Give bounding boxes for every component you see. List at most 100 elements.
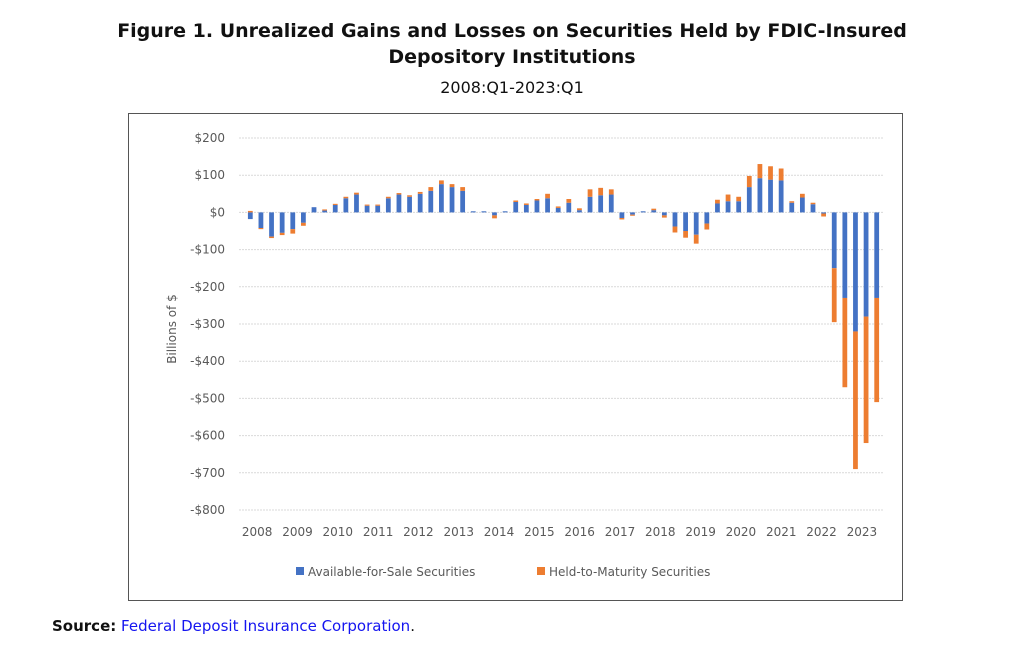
bar-afs [725,201,731,213]
x-tick-label: 2018 [645,525,676,539]
bar-afs [396,194,402,213]
x-tick-label: 2014 [484,525,515,539]
bar-afs [502,211,508,213]
bar-htm [545,193,550,199]
figure-title-line2: Depository Institutions [388,46,636,68]
bar-htm [407,195,412,197]
bar-afs [810,204,816,213]
x-tick-label: 2008 [242,525,273,539]
chart-frame: $200 $100 $0 -$100 -$200 -$300 -$400 -$500 -$600… [128,113,903,601]
bar-htm [863,316,869,444]
bar-htm [375,204,381,206]
bar-afs [799,197,805,213]
bar-afs [343,198,349,213]
stacked-bar-chart: $200 $100 $0 -$100 -$200 -$300 -$400 -$500 -$600… [165,131,884,579]
y-axis-label: Billions of $ [165,294,179,364]
source-label: Source: [52,617,117,635]
y-tick-label: -$200 [190,280,225,294]
y-tick-label: -$700 [190,466,225,480]
bar-afs [853,212,858,332]
bar-htm [778,168,784,181]
bar-afs [492,212,497,216]
legend-swatch-afs [296,567,304,575]
legend-swatch-htm [537,567,545,575]
y-tick-label: -$500 [190,391,225,405]
bar-afs [821,212,826,214]
bar-htm [332,203,338,205]
figure-title-line1: Figure 1. Unrealized Gains and Losses on… [117,20,907,42]
bar-htm [661,215,667,218]
y-tick-label: $100 [194,168,225,182]
bar-htm [555,206,561,208]
bar-afs [417,193,423,213]
x-tick-label: 2013 [443,525,474,539]
bar-afs [661,212,667,216]
bar-htm [768,166,773,180]
bar-afs [608,194,614,213]
bar-htm [693,234,699,244]
bar-afs [258,212,264,229]
figure-subtitle: 2008:Q1-2023:Q1 [440,78,584,97]
bar-afs [523,204,529,213]
bar-htm [608,189,614,195]
x-tick-label: 2020 [726,525,757,539]
bar-htm [523,203,529,205]
y-tick-label: -$300 [190,317,225,331]
bar-htm [853,331,858,470]
y-tick-label: -$800 [190,503,225,517]
bar-htm [577,208,582,211]
x-tick-label: 2011 [363,525,394,539]
bar-afs [640,211,646,213]
bar-afs [290,212,296,230]
bar-afs [863,212,869,317]
bar-htm [534,199,540,201]
bar-htm [651,208,657,211]
bar-htm [513,200,519,202]
bar-htm [439,180,444,185]
bar-afs [757,178,763,213]
legend-label-afs: Available-for-Sale Securities [308,565,475,579]
bar-afs [778,180,784,213]
x-tick-label: 2019 [685,525,716,539]
bar-htm [842,297,848,388]
bar-afs [428,190,434,213]
bar-htm [704,223,710,230]
bar-htm [683,231,688,238]
bar-afs [513,201,519,213]
source-link[interactable]: Federal Deposit Insurance Corporation [121,617,411,635]
bar-afs [439,184,444,213]
bar-afs [566,202,572,213]
bar-htm [630,214,635,216]
x-tick-label: 2009 [282,525,313,539]
y-tick-label: -$400 [190,354,225,368]
bar-htm [460,187,466,191]
x-tick-label: 2021 [766,525,797,539]
bar-htm [789,201,795,203]
bar-afs [704,212,710,224]
source-note: Source: Federal Deposit Insurance Corpor… [52,617,415,635]
x-tick-label: 2010 [323,525,354,539]
legend: Available-for-Sale Securities Held-to-Ma… [296,565,710,579]
bar-htm [672,226,678,233]
bar-htm [799,193,805,198]
bar-afs [842,212,848,298]
bar-htm [874,297,880,403]
y-tick-label: -$100 [190,243,225,257]
bar-afs [449,187,455,213]
bar-afs [247,212,253,220]
bar-afs [545,198,550,213]
legend-label-htm: Held-to-Maturity Securities [549,565,710,579]
bar-htm [821,213,826,217]
bars [247,164,880,470]
bar-afs [630,212,635,215]
bar-htm [831,268,837,323]
bar-htm [757,164,763,179]
bar-htm [301,222,306,226]
bar-htm [587,189,593,197]
bar-afs [831,212,837,269]
bar-afs [322,210,328,213]
bar-afs [301,212,306,223]
bar-afs [364,205,370,213]
x-tick-label: 2012 [403,525,434,539]
bar-htm [364,204,370,206]
